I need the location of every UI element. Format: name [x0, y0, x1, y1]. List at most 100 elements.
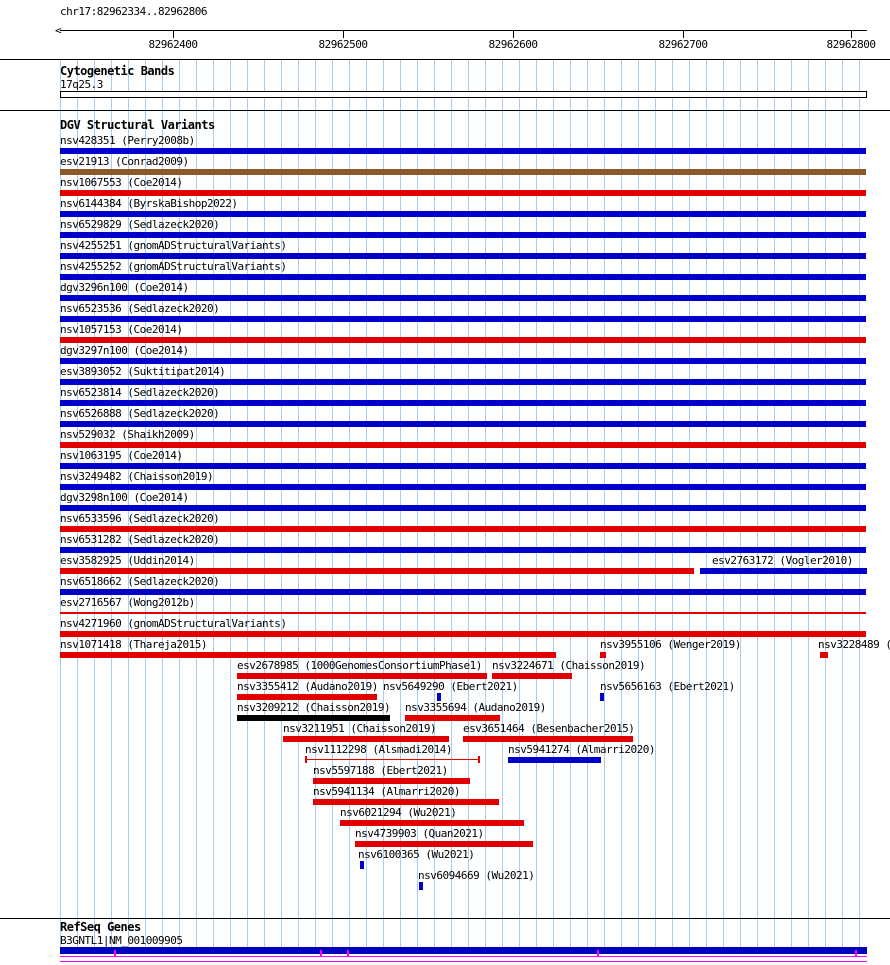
variant-label[interactable]: nsv4255252 (gnomADStructuralVariants) [60, 260, 287, 273]
cytoband-label[interactable]: 17q25.3 [60, 78, 103, 91]
variant-bar[interactable] [60, 547, 866, 553]
refseq-gene-bar[interactable] [60, 947, 867, 954]
variant-bar[interactable] [60, 316, 866, 322]
variant-bar[interactable] [313, 778, 470, 784]
variant-label[interactable]: nsv3211951 (Chaisson2019) [283, 722, 437, 735]
variant-label[interactable]: nsv3249482 (Chaisson2019) [60, 470, 214, 483]
variant-bar[interactable] [60, 232, 866, 238]
variant-bar[interactable] [60, 505, 866, 511]
variant-label[interactable]: esv3893052 (Suktitipat2014) [60, 365, 226, 378]
variant-label[interactable]: nsv1112298 (Alsmadi2014) [305, 743, 452, 756]
variant-label[interactable]: dgv3296n100 (Coe2014) [60, 281, 189, 294]
variant-label[interactable]: dgv3298n100 (Coe2014) [60, 491, 189, 504]
variant-label[interactable]: esv21913 (Conrad2009) [60, 155, 189, 168]
variant-bar[interactable] [463, 736, 633, 742]
dgv-variant-row: nsv1057153 (Coe2014) [0, 323, 890, 344]
variant-bar[interactable] [60, 358, 866, 364]
variant-bar[interactable] [237, 694, 377, 700]
ruler-line[interactable] [60, 30, 867, 31]
variant-label[interactable]: esv2716567 (Wong2012b) [60, 596, 195, 609]
variant-label[interactable]: nsv5941134 (Almarri2020) [313, 785, 460, 798]
variant-label[interactable]: nsv1071418 (Thareja2015) [60, 638, 207, 651]
variant-label[interactable]: nsv6144384 (ByrskaBishop2022) [60, 197, 238, 210]
variant-label[interactable]: nsv428351 (Perry2008b) [60, 134, 195, 147]
variant-label[interactable]: nsv6526888 (Sedlazeck2020) [60, 407, 220, 420]
variant-bar[interactable] [283, 736, 449, 742]
variant-bar[interactable] [419, 882, 423, 890]
variant-bar[interactable] [60, 526, 866, 532]
variant-bar[interactable] [313, 799, 499, 805]
variant-bar[interactable] [60, 589, 866, 595]
ruler-tick-label: 82962500 [318, 38, 368, 51]
variant-label[interactable]: nsv5941274 (Almarri2020) [508, 743, 655, 756]
variant-label[interactable]: nsv5649290 (Ebert2021) [383, 680, 518, 693]
variant-bar[interactable] [60, 211, 866, 217]
variant-label[interactable]: nsv1057153 (Coe2014) [60, 323, 183, 336]
variant-label[interactable]: dgv3297n100 (Coe2014) [60, 344, 189, 357]
variant-bar[interactable] [60, 169, 866, 175]
variant-bar[interactable] [820, 652, 828, 658]
variant-bar[interactable] [700, 568, 867, 574]
variant-label[interactable]: nsv6100365 (Wu2021) [358, 848, 475, 861]
variant-bar[interactable] [60, 274, 866, 280]
variant-bar[interactable] [600, 693, 604, 701]
variant-bar[interactable] [60, 421, 866, 427]
variant-label[interactable]: nsv3209212 (Chaisson2019) [237, 701, 391, 714]
refseq-gene-label[interactable]: B3GNTL1|NM_001009905 [60, 934, 183, 947]
variant-bar[interactable] [60, 400, 866, 406]
variant-bar[interactable] [60, 148, 866, 154]
variant-label[interactable]: nsv3955106 (Wenger2019) [600, 638, 741, 651]
variant-bar[interactable] [60, 652, 556, 658]
variant-bar[interactable] [60, 379, 866, 385]
dgv-variant-row: dgv3298n100 (Coe2014) [0, 491, 890, 512]
variant-bar[interactable] [508, 757, 601, 763]
variant-label[interactable]: nsv3355412 (Audano2019) [237, 680, 378, 693]
variant-bar[interactable] [237, 673, 487, 679]
variant-bar[interactable] [60, 631, 866, 637]
variant-bar[interactable] [60, 568, 694, 574]
variant-bar[interactable] [237, 715, 390, 721]
variant-label[interactable]: esv2763172 (Vogler2010) [712, 554, 853, 567]
variant-label[interactable]: nsv5656163 (Ebert2021) [600, 680, 735, 693]
variant-bar[interactable] [60, 484, 866, 490]
variant-bar[interactable] [60, 442, 866, 448]
variant-label[interactable]: nsv6518662 (Sedlazeck2020) [60, 575, 220, 588]
variant-label[interactable]: nsv4739903 (Quan2021) [355, 827, 484, 840]
cytoband-box[interactable] [60, 91, 867, 98]
variant-label[interactable]: nsv6523536 (Sedlazeck2020) [60, 302, 220, 315]
variant-bar[interactable] [600, 652, 606, 658]
variant-bar[interactable] [60, 612, 866, 614]
variant-bar[interactable] [60, 463, 866, 469]
variant-bar[interactable] [437, 693, 441, 701]
variant-label[interactable]: nsv3355694 (Audano2019) [405, 701, 546, 714]
variant-bar[interactable] [60, 337, 866, 343]
variant-label[interactable]: nsv4271960 (gnomADStructuralVariants) [60, 617, 287, 630]
variant-label[interactable]: nsv6531282 (Sedlazeck2020) [60, 533, 220, 546]
variant-label[interactable]: nsv3224671 (Chaisson2019) [492, 659, 646, 672]
variant-label[interactable]: esv3651464 (Besenbacher2015) [463, 722, 635, 735]
variant-bar[interactable] [405, 715, 500, 721]
variant-bar[interactable] [355, 841, 533, 847]
variant-label[interactable]: nsv3228489 ( [818, 638, 890, 651]
variant-label[interactable]: nsv6529829 (Sedlazeck2020) [60, 218, 220, 231]
variant-label[interactable]: nsv4255251 (gnomADStructuralVariants) [60, 239, 287, 252]
bottom-track-line [60, 956, 867, 957]
variant-label[interactable]: nsv5597188 (Ebert2021) [313, 764, 448, 777]
variant-label[interactable]: nsv1063195 (Coe2014) [60, 449, 183, 462]
variant-label[interactable]: nsv6523814 (Sedlazeck2020) [60, 386, 220, 399]
variant-label[interactable]: nsv6094669 (Wu2021) [418, 869, 535, 882]
variant-bar[interactable] [340, 820, 524, 826]
variant-label[interactable]: nsv529032 (Shaikh2009) [60, 428, 195, 441]
variant-label[interactable]: esv3582925 (Uddin2014) [60, 554, 195, 567]
variant-bar[interactable] [305, 756, 480, 763]
variant-bar[interactable] [60, 190, 866, 196]
dgv-variant-row: dgv3296n100 (Coe2014) [0, 281, 890, 302]
variant-bar[interactable] [60, 253, 866, 259]
variant-label[interactable]: nsv6533596 (Sedlazeck2020) [60, 512, 220, 525]
variant-bar[interactable] [492, 673, 572, 679]
variant-label[interactable]: esv2678985 (1000GenomesConsortiumPhase1) [237, 659, 482, 672]
variant-bar[interactable] [360, 861, 364, 869]
variant-label[interactable]: nsv6021294 (Wu2021) [340, 806, 457, 819]
variant-label[interactable]: nsv1067553 (Coe2014) [60, 176, 183, 189]
variant-bar[interactable] [60, 295, 866, 301]
